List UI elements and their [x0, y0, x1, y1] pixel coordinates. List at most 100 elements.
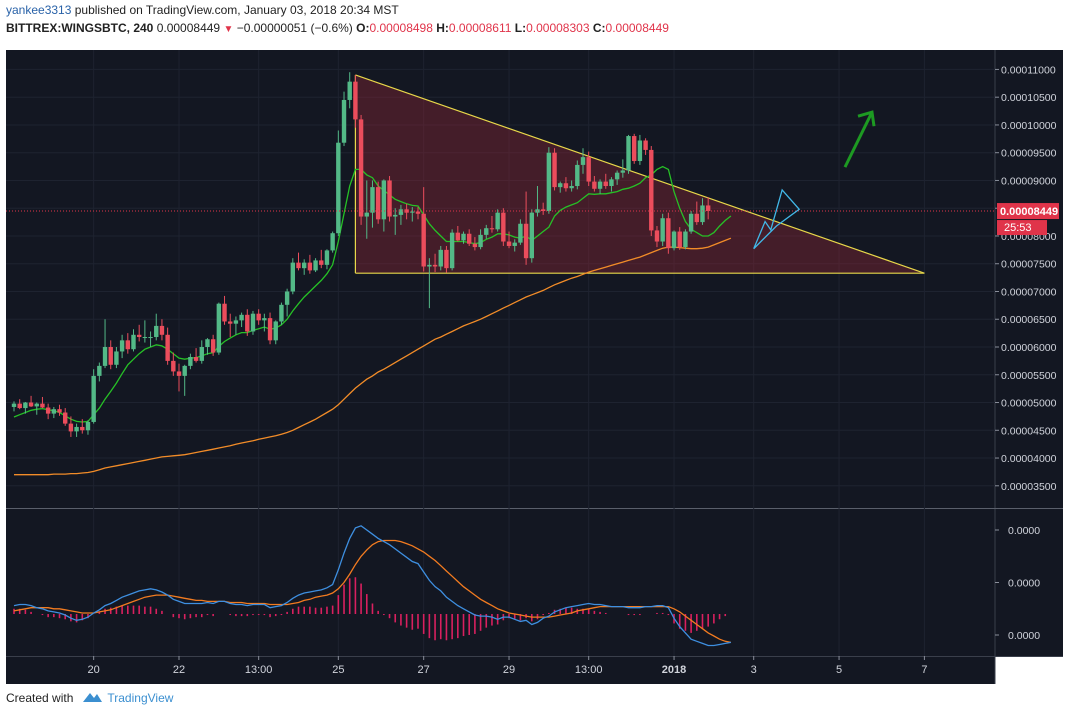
author-link[interactable]: yankee3313 — [6, 3, 72, 17]
candle-down[interactable] — [705, 205, 711, 211]
candle-up[interactable] — [205, 339, 210, 348]
chart-canvas[interactable]: 0.00011000 0.00010500 0.00010000 0.00009500… — [0, 40, 1071, 684]
candle-down[interactable] — [489, 228, 495, 230]
candle-up[interactable] — [273, 321, 278, 341]
candle-down[interactable] — [210, 339, 216, 353]
candle-down[interactable] — [375, 187, 381, 220]
candle-down[interactable] — [193, 356, 199, 361]
candle-up[interactable] — [461, 233, 466, 241]
candle-up[interactable] — [512, 242, 517, 246]
tradingview-link[interactable]: TradingView — [107, 691, 174, 705]
macd-pane[interactable] — [6, 509, 995, 656]
candle-down[interactable] — [552, 152, 557, 188]
candle-up[interactable] — [142, 337, 148, 339]
candle-down[interactable] — [523, 223, 529, 259]
candle-down[interactable] — [404, 209, 409, 213]
candle-up[interactable] — [626, 136, 631, 171]
candle-up[interactable] — [393, 214, 398, 217]
candle-down[interactable] — [319, 260, 324, 265]
candle-up[interactable] — [313, 260, 318, 271]
candle-up[interactable] — [119, 340, 125, 352]
candle-down[interactable] — [108, 347, 113, 365]
candle-up[interactable] — [660, 218, 665, 242]
candle-up[interactable] — [199, 347, 204, 361]
candle-up[interactable] — [290, 262, 296, 292]
candle-up[interactable] — [250, 313, 256, 332]
candle-down[interactable] — [387, 180, 392, 217]
candle-down[interactable] — [159, 325, 165, 335]
candle-up[interactable] — [131, 334, 136, 350]
candle-down[interactable] — [80, 426, 85, 431]
candle-up[interactable] — [51, 409, 57, 414]
candle-down[interactable] — [472, 243, 478, 248]
candle-up[interactable] — [637, 140, 643, 162]
candle-up[interactable] — [671, 231, 677, 249]
candle-up[interactable] — [97, 365, 102, 376]
candle-up[interactable] — [495, 212, 500, 230]
candle-down[interactable] — [17, 403, 22, 409]
candle-up[interactable] — [569, 186, 574, 189]
candle-up[interactable] — [279, 304, 284, 322]
candle-down[interactable] — [256, 313, 261, 321]
candle-up[interactable] — [478, 234, 483, 248]
candle-up[interactable] — [688, 213, 694, 232]
candle-down[interactable] — [540, 209, 546, 211]
candle-up[interactable] — [188, 356, 193, 366]
candle-down[interactable] — [307, 262, 313, 271]
candle-down[interactable] — [296, 262, 301, 269]
candle-up[interactable] — [620, 170, 626, 173]
candle-down[interactable] — [501, 212, 506, 242]
candle-down[interactable] — [603, 181, 608, 187]
candle-up[interactable] — [91, 375, 96, 422]
candle-up[interactable] — [546, 152, 552, 211]
candle-up[interactable] — [575, 164, 580, 187]
candle-up[interactable] — [114, 351, 119, 365]
candle-up[interactable] — [324, 250, 330, 265]
candle-down[interactable] — [171, 360, 176, 372]
candle-up[interactable] — [330, 233, 335, 251]
candle-up[interactable] — [284, 291, 290, 305]
candle-up[interactable] — [233, 320, 239, 324]
candle-up[interactable] — [34, 403, 39, 407]
candle-up[interactable] — [614, 172, 620, 180]
candle-down[interactable] — [592, 181, 597, 189]
candle-up[interactable] — [182, 365, 187, 376]
candle-down[interactable] — [432, 264, 438, 267]
candle-up[interactable] — [336, 142, 341, 234]
candle-down[interactable] — [353, 81, 358, 120]
candle-up[interactable] — [427, 264, 432, 267]
candle-up[interactable] — [683, 231, 688, 248]
candle-down[interactable] — [245, 314, 250, 332]
candle-up[interactable] — [700, 205, 705, 223]
candle-down[interactable] — [666, 218, 671, 249]
candle-down[interactable] — [421, 213, 426, 267]
candle-up[interactable] — [518, 223, 523, 243]
candle-up[interactable] — [558, 183, 563, 188]
candle-down[interactable] — [358, 119, 364, 217]
candle-up[interactable] — [438, 249, 443, 267]
candle-up[interactable] — [301, 262, 307, 269]
candle-down[interactable] — [654, 230, 660, 242]
candle-down[interactable] — [694, 213, 699, 223]
candle-up[interactable] — [239, 314, 244, 321]
candle-up[interactable] — [148, 337, 153, 339]
price-axis[interactable] — [995, 50, 1063, 508]
candle-up[interactable] — [11, 403, 17, 407]
candle-down[interactable] — [506, 241, 512, 246]
candle-up[interactable] — [341, 99, 347, 143]
candle-down[interactable] — [643, 140, 648, 150]
candle-down[interactable] — [125, 340, 130, 350]
candle-down[interactable] — [63, 412, 68, 424]
candle-down[interactable] — [267, 318, 273, 341]
candle-up[interactable] — [449, 232, 455, 269]
candle-down[interactable] — [632, 136, 637, 162]
candle-down[interactable] — [165, 334, 170, 361]
up-arrow-icon[interactable] — [843, 111, 874, 168]
candle-up[interactable] — [484, 228, 489, 235]
candle-down[interactable] — [136, 334, 142, 338]
macd-axis[interactable] — [995, 509, 1063, 656]
candle-up[interactable] — [398, 209, 404, 215]
candle-down[interactable] — [649, 149, 654, 231]
candle-down[interactable] — [563, 183, 569, 189]
candle-up[interactable] — [410, 211, 415, 213]
